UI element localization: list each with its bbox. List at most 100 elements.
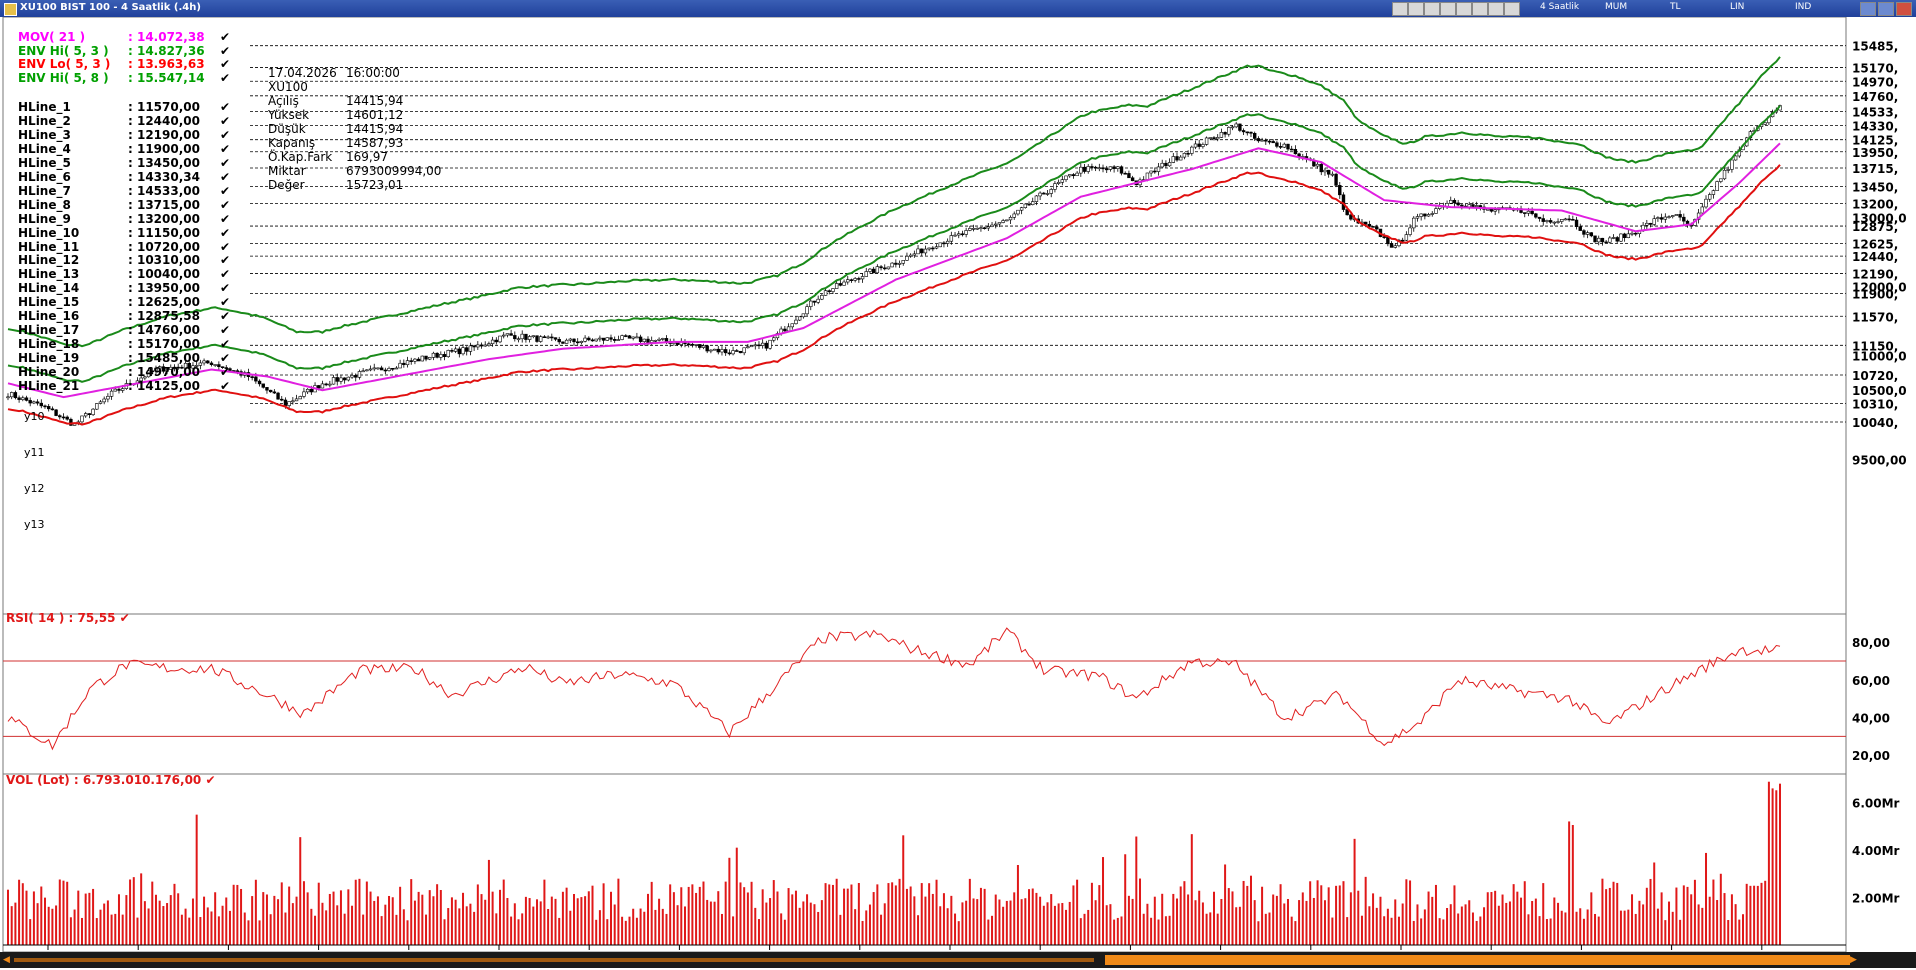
candle-body — [339, 377, 343, 382]
volume-bar — [1268, 912, 1271, 945]
check-icon[interactable]: ✔ — [220, 100, 231, 114]
check-icon[interactable]: ✔ — [220, 127, 231, 142]
candle-body — [217, 364, 221, 367]
toolbar-icon-5[interactable] — [1456, 2, 1472, 16]
volume-bar — [920, 883, 923, 945]
toolbar-icon-6[interactable] — [1472, 2, 1488, 16]
check-icon[interactable]: ✔ — [220, 225, 231, 240]
volume-bar — [332, 891, 335, 945]
candle-body — [583, 337, 587, 342]
volume-bar — [1053, 905, 1056, 945]
scroll-track[interactable] — [14, 958, 1094, 962]
volume-bar — [32, 891, 35, 945]
volume-bar — [1316, 880, 1319, 945]
x-axis-label: 07-16:00 — [1673, 951, 1727, 952]
volume-bar — [876, 884, 879, 945]
check-icon[interactable]: ✔ — [220, 70, 231, 85]
volume-bar — [1338, 885, 1341, 945]
check-icon[interactable]: ✔ — [220, 43, 231, 58]
volume-bar — [787, 888, 790, 945]
check-icon[interactable]: ✔ — [220, 197, 231, 212]
chart-canvas[interactable]: 15485, 15170,14970,14760,14533,14330,1412… — [0, 17, 1916, 952]
candle-body — [923, 248, 928, 254]
check-icon[interactable]: ✔ — [220, 281, 231, 296]
check-icon[interactable]: ✔ — [220, 267, 231, 282]
toolbar-icon-4[interactable] — [1440, 2, 1456, 16]
candle-mode-button[interactable]: MUM — [1605, 2, 1628, 12]
volume-bar — [750, 881, 753, 945]
check-icon[interactable]: ✔ — [220, 323, 231, 338]
volume-bar — [1242, 880, 1245, 945]
candle-body — [1615, 237, 1619, 242]
candle-body — [320, 383, 325, 389]
candle-body — [183, 362, 188, 369]
x-axis-label: 25-08:00 — [410, 951, 464, 952]
hline-label: HLine_17 — [18, 323, 80, 338]
candle-body — [1452, 199, 1457, 204]
volume-bar — [1464, 904, 1467, 945]
candle-body — [971, 228, 976, 230]
volume-bar — [447, 908, 450, 945]
minimize-button[interactable] — [1860, 2, 1876, 16]
volume-bar — [314, 915, 317, 945]
volume-bar — [1005, 900, 1008, 945]
volume-bar — [1383, 916, 1386, 945]
volume-bar — [1497, 905, 1500, 945]
check-icon[interactable]: ✔ — [220, 295, 231, 310]
close-button[interactable] — [1896, 2, 1912, 16]
volume-bar — [1438, 918, 1441, 945]
toolbar-icon-2[interactable] — [1408, 2, 1424, 16]
candle-body — [753, 344, 757, 347]
volume-bar — [1534, 898, 1537, 945]
volume-bar — [299, 837, 302, 945]
envelope-lo-5-3-line — [7, 164, 1781, 426]
check-icon[interactable]: ✔ — [220, 309, 231, 324]
timeframe-button[interactable]: 4 Saatlik — [1540, 2, 1580, 12]
volume-bar — [1660, 892, 1663, 945]
indicator-button[interactable]: IND — [1795, 2, 1812, 12]
candle-body — [875, 266, 880, 274]
volume-bar — [162, 906, 165, 945]
check-icon[interactable]: ✔ — [220, 253, 231, 268]
toolbar-icon-1[interactable] — [1392, 2, 1408, 16]
candle-body — [1027, 203, 1031, 206]
volume-bar — [1531, 901, 1534, 945]
candle-body — [1245, 131, 1249, 134]
check-icon[interactable]: ✔ — [220, 239, 231, 254]
volume-bar — [236, 884, 239, 945]
check-icon[interactable]: ✔ — [220, 169, 231, 184]
volume-bar — [484, 899, 487, 945]
check-icon[interactable]: ✔ — [220, 141, 231, 156]
check-icon[interactable]: ✔ — [220, 113, 231, 128]
toolbar-icon-3[interactable] — [1424, 2, 1440, 16]
volume-bar — [1719, 873, 1722, 945]
candle-body — [1582, 230, 1586, 235]
candle-body — [631, 336, 635, 339]
scale-button[interactable]: LIN — [1730, 2, 1745, 12]
candle-body — [439, 354, 443, 358]
scroll-thumb[interactable] — [1105, 955, 1850, 965]
check-icon[interactable]: ✔ — [220, 211, 231, 226]
volume-bar — [143, 901, 146, 945]
toolbar-icon-7[interactable] — [1488, 2, 1504, 16]
check-icon[interactable]: ✔ — [220, 57, 231, 71]
scroll-left-icon[interactable]: ◀ — [3, 955, 10, 965]
check-icon[interactable]: ✔ — [220, 155, 231, 170]
candle-body — [328, 383, 332, 386]
horizontal-scrollbar[interactable]: ◀ ▶ — [0, 952, 1916, 968]
check-icon[interactable]: ✔ — [220, 30, 231, 44]
candle-body — [1467, 204, 1471, 208]
check-icon[interactable]: ✔ — [220, 351, 231, 366]
volume-bar — [1323, 900, 1326, 945]
price-axis-label: 10720, — [1852, 369, 1898, 383]
candle-body — [1019, 207, 1024, 211]
currency-button[interactable]: TL — [1670, 2, 1681, 12]
toolbar-icon-8[interactable] — [1504, 2, 1520, 16]
maximize-button[interactable] — [1878, 2, 1894, 16]
check-icon[interactable]: ✔ — [220, 183, 231, 198]
scroll-right-icon[interactable]: ▶ — [1850, 955, 1857, 965]
check-icon[interactable]: ✔ — [220, 337, 231, 352]
check-icon[interactable]: ✔ — [220, 379, 231, 393]
hline-value: : 13450,00 — [128, 155, 200, 170]
check-icon[interactable]: ✔ — [220, 365, 231, 380]
